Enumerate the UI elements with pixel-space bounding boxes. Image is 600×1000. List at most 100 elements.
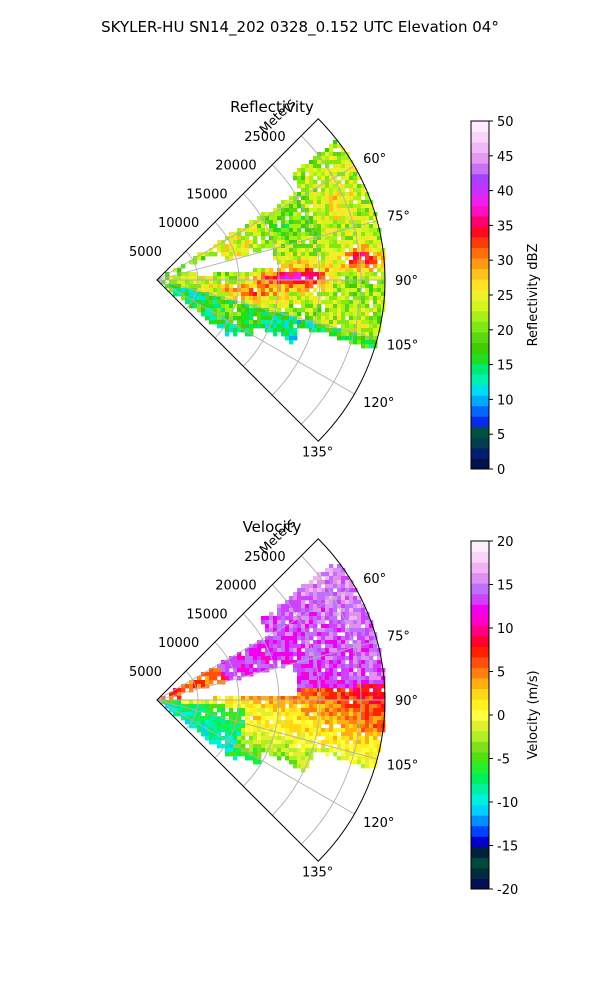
echo-cell [301,248,306,253]
echo-cell [209,248,214,253]
echo-cell [377,304,382,309]
echo-cell [273,752,278,757]
echo-cell [209,668,214,673]
echo-cell [369,292,374,297]
echo-cell [337,220,342,225]
echo-cell [285,224,290,229]
echo-cell [333,640,338,645]
echo-cell [285,332,290,337]
echo-cell [201,308,206,313]
echo-cell [177,700,182,705]
echo-cell [337,572,342,577]
echo-cell [245,696,250,701]
echo-cell [361,276,366,281]
echo-cell [297,668,302,673]
echo-cell [325,168,330,173]
echo-cell [241,704,246,709]
echo-cell [361,232,366,237]
echo-cell [317,272,322,277]
echo-cell [225,280,230,285]
echo-cell [293,624,298,629]
echo-cell [325,284,330,289]
echo-cell [329,676,334,681]
echo-cell [377,268,382,273]
echo-cell [305,292,310,297]
echo-cell [241,696,246,701]
echo-cell [349,316,354,321]
echo-cell [269,624,274,629]
echo-cell [313,204,318,209]
sector-frame [156,118,386,442]
echo-cell [329,236,334,241]
echo-cell [229,676,234,681]
echo-cell [189,704,194,709]
echo-cell [377,740,382,745]
echo-cell [265,276,270,281]
echo-cell [281,272,286,277]
echo-cell [313,256,318,261]
velocity-panel: Velocity500010000150002000025000Meters60… [129,515,541,898]
echo-cell [265,732,270,737]
echo-cell [373,224,378,229]
echo-cell [381,260,386,265]
echo-cell [165,276,170,281]
echo-cell [225,296,230,301]
echo-cell [225,752,230,757]
echo-cell [173,688,178,693]
echo-cell [249,664,254,669]
echo-cell [369,236,374,241]
echo-cell [349,300,354,305]
echo-cell [313,720,318,725]
echo-cell [289,728,294,733]
echo-cell [377,716,382,721]
echo-cell [197,724,202,729]
echo-cell [325,172,330,177]
echo-cell [293,660,298,665]
echo-cell [241,240,246,245]
echo-cell [337,224,342,229]
echo-cell [329,616,334,621]
figure-title: SKYLER-HU SN14_202 0328_0.152 UTC Elevat… [101,18,499,37]
echo-cell [329,176,334,181]
echo-cell [325,740,330,745]
echo-cell [269,652,274,657]
echo-cell [277,724,282,729]
echo-cell [217,312,222,317]
echo-cell [297,312,302,317]
echo-cell [249,728,254,733]
echo-cell [209,300,214,305]
echo-cell [249,656,254,661]
echo-cell [313,220,318,225]
echo-cell [209,708,214,713]
echo-cell [245,304,250,309]
echo-cell [337,312,342,317]
echo-cell [285,728,290,733]
echo-cell [245,300,250,305]
echo-cell [309,192,314,197]
echo-cell [237,308,242,313]
echo-cell [377,280,382,285]
echo-cell [277,736,282,741]
echo-cell [341,252,346,257]
echo-cell [361,336,366,341]
echo-cell [265,228,270,233]
echo-cell [337,260,342,265]
echo-cell [225,284,230,289]
echo-cell [233,232,238,237]
range-tick-label: 10000 [158,636,199,651]
echo-cell [265,640,270,645]
echo-cell [325,176,330,181]
echo-cell [209,672,214,677]
echo-cell [301,172,306,177]
echo-cell [321,684,326,689]
echo-cell [193,260,198,265]
echo-cell [201,300,206,305]
echo-cell [277,208,282,213]
echo-cell [229,664,234,669]
echo-cell [333,292,338,297]
echo-cell [213,252,218,257]
echo-cell [249,240,254,245]
echo-cell [321,592,326,597]
echo-cell [221,728,226,733]
echo-cell [333,196,338,201]
